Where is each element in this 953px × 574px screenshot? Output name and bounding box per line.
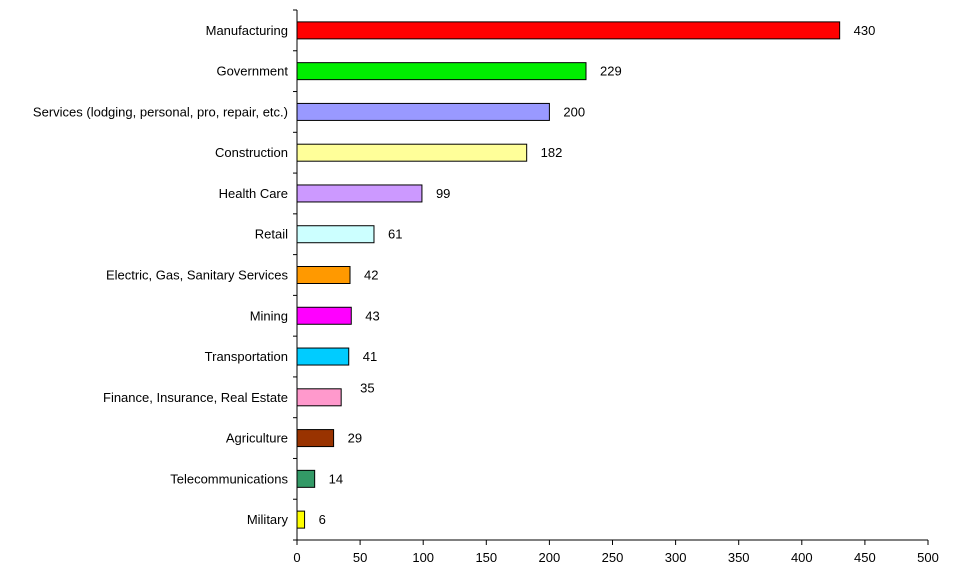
x-tick-label-9: 450 xyxy=(854,550,876,565)
bar-8 xyxy=(296,347,350,366)
x-tick-label-10: 500 xyxy=(917,550,939,565)
x-tick-label-8: 400 xyxy=(791,550,813,565)
value-label-8: 41 xyxy=(363,349,377,364)
bar-12 xyxy=(296,510,306,529)
category-label-0: Manufacturing xyxy=(206,23,288,38)
bar-7 xyxy=(296,306,352,325)
category-label-1: Government xyxy=(216,64,288,79)
x-tick-label-7: 350 xyxy=(728,550,750,565)
bar-0 xyxy=(296,21,841,40)
value-label-1: 229 xyxy=(600,64,622,79)
bar-4 xyxy=(296,184,423,203)
value-label-4: 99 xyxy=(436,186,450,201)
value-label-6: 42 xyxy=(364,268,378,283)
x-tick-label-0: 0 xyxy=(293,550,300,565)
axes-layer xyxy=(293,9,929,545)
value-label-2: 200 xyxy=(563,104,585,119)
value-label-0: 430 xyxy=(854,23,876,38)
value-label-3: 182 xyxy=(541,145,563,160)
category-label-12: Military xyxy=(247,512,289,527)
category-label-10: Agriculture xyxy=(226,431,288,446)
x-tick-label-2: 100 xyxy=(412,550,434,565)
value-label-9: 35 xyxy=(360,380,374,395)
x-tick-label-4: 200 xyxy=(539,550,561,565)
category-label-11: Telecommunications xyxy=(170,471,288,486)
bar-6 xyxy=(296,266,351,284)
value-label-12: 6 xyxy=(319,512,326,527)
value-label-7: 43 xyxy=(365,308,379,323)
bar-10 xyxy=(296,429,335,448)
bar-11 xyxy=(296,469,316,488)
bar-3 xyxy=(296,143,528,162)
value-label-5: 61 xyxy=(388,227,402,242)
category-label-3: Construction xyxy=(215,145,288,160)
x-tick-label-1: 50 xyxy=(353,550,367,565)
x-tick-label-6: 300 xyxy=(665,550,687,565)
category-label-6: Electric, Gas, Sanitary Services xyxy=(106,268,289,283)
bar-1 xyxy=(296,62,587,81)
bar-5 xyxy=(296,225,375,244)
category-label-8: Transportation xyxy=(205,349,288,364)
category-label-2: Services (lodging, personal, pro, repair… xyxy=(33,104,288,119)
value-label-10: 29 xyxy=(348,431,362,446)
value-label-11: 14 xyxy=(329,471,343,486)
bar-2 xyxy=(296,102,550,121)
category-label-9: Finance, Insurance, Real Estate xyxy=(103,390,288,405)
category-label-5: Retail xyxy=(255,227,288,242)
x-tick-label-5: 250 xyxy=(602,550,624,565)
category-label-4: Health Care xyxy=(219,186,288,201)
bar-9 xyxy=(296,388,342,407)
x-tick-label-3: 150 xyxy=(475,550,497,565)
category-label-7: Mining xyxy=(250,308,288,323)
